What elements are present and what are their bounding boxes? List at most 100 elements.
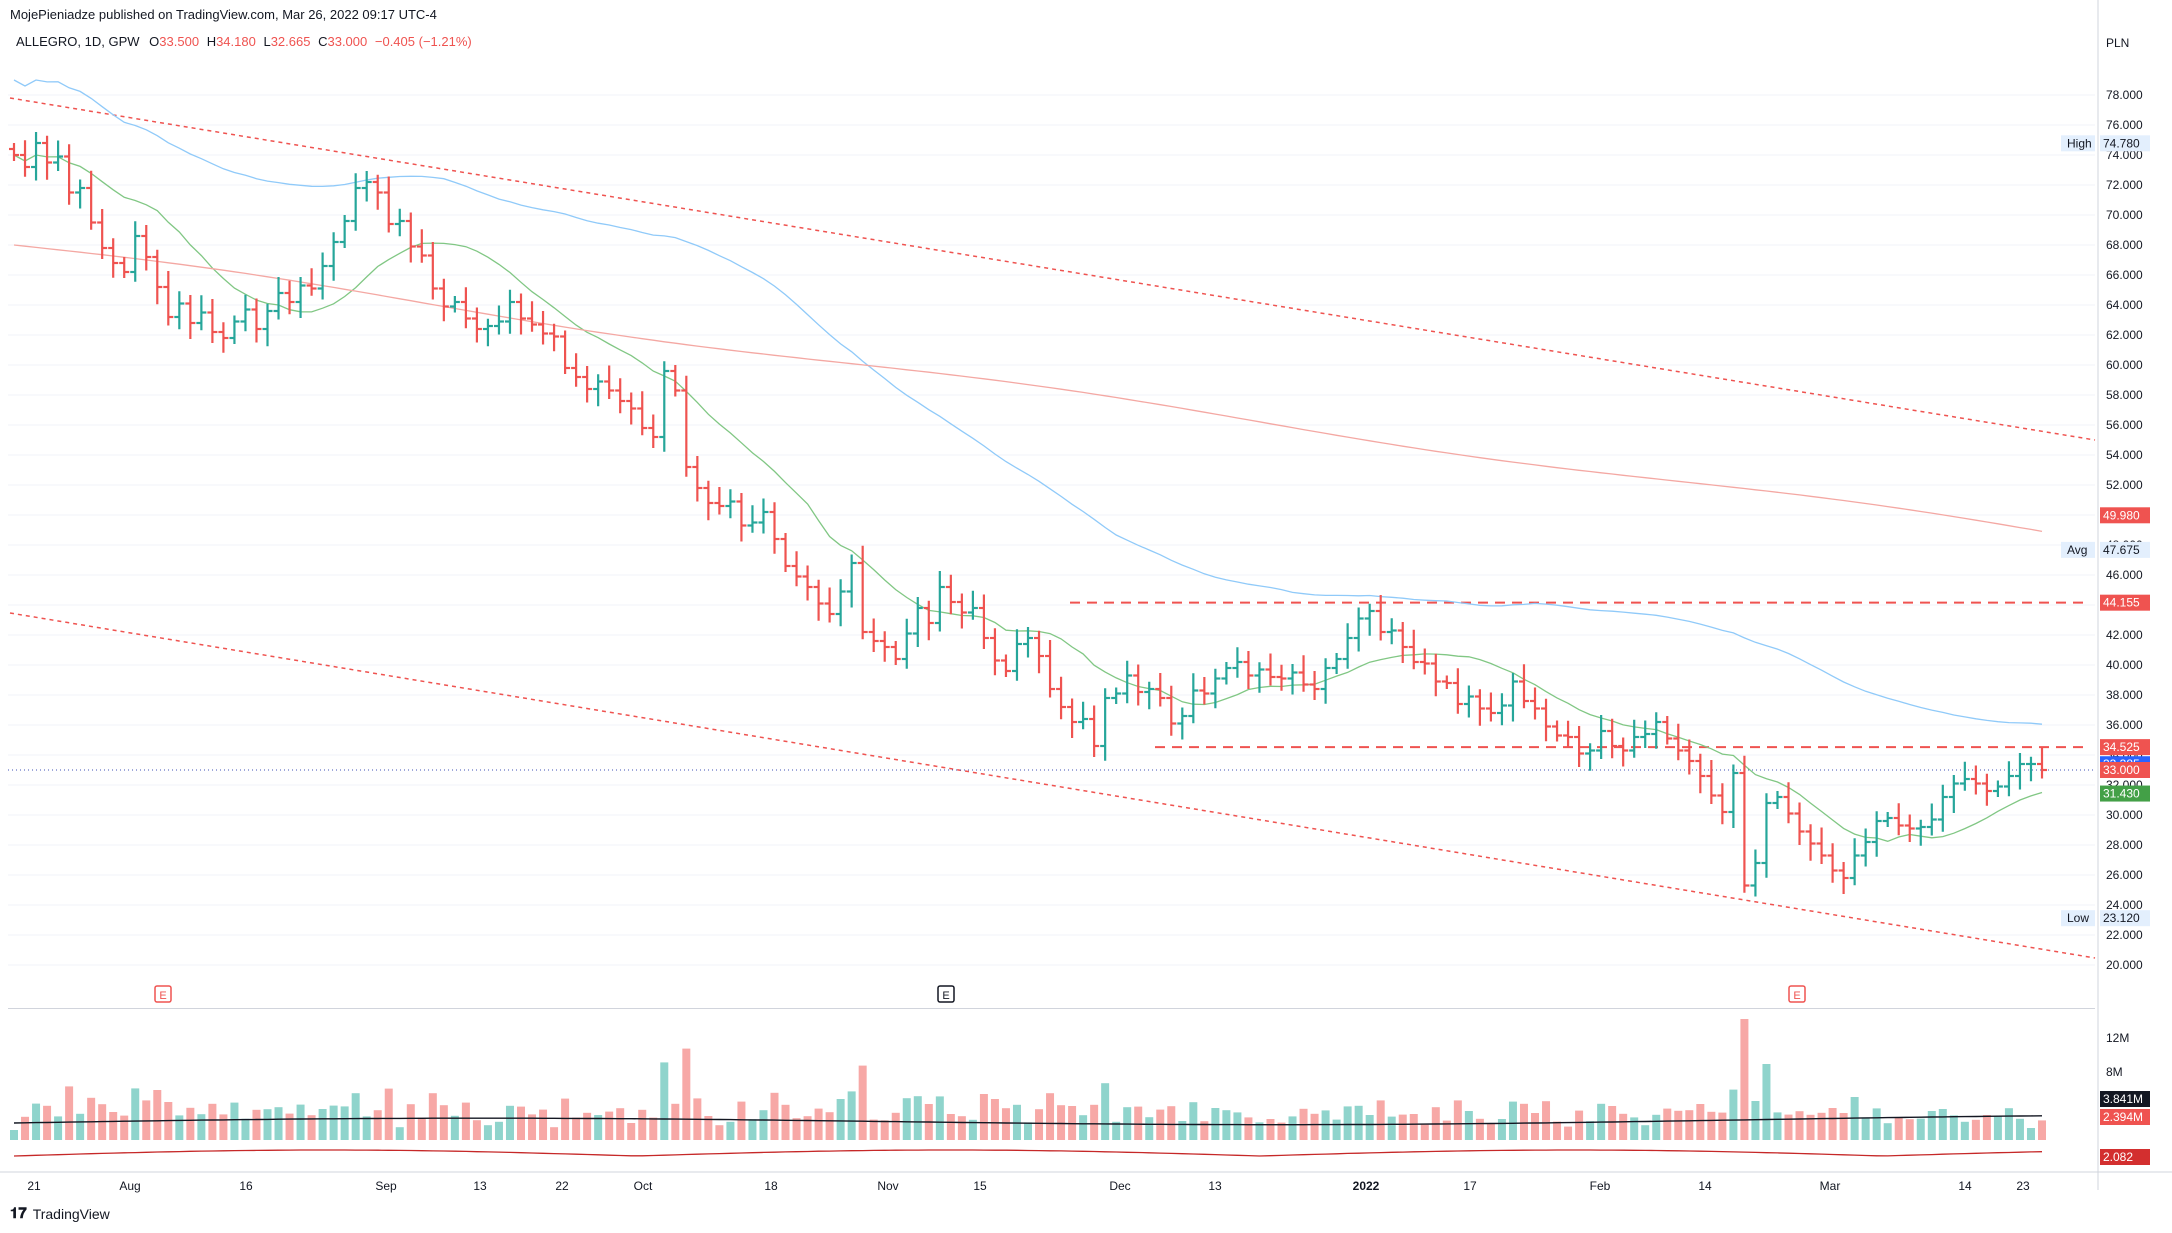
indicator-label-box	[2100, 1149, 2150, 1165]
time-axis-label: 14	[1958, 1179, 1972, 1193]
time-axis-label: 15	[973, 1179, 987, 1193]
volume-bar	[594, 1115, 603, 1140]
volume-bar	[1001, 1108, 1010, 1140]
volume-bar	[1641, 1125, 1650, 1140]
price-tag-box	[2061, 541, 2095, 558]
volume-bar	[704, 1116, 713, 1140]
volume-bar	[957, 1116, 966, 1140]
open-label: O	[149, 34, 160, 49]
volume-bar	[1442, 1120, 1451, 1140]
earnings-mark-icon	[154, 985, 172, 1003]
volume-bar	[1486, 1123, 1495, 1140]
volume-bar	[494, 1121, 503, 1140]
volume-bar	[1718, 1112, 1727, 1140]
volume-bar	[263, 1109, 272, 1140]
volume-bar	[252, 1109, 261, 1140]
volume-bar	[748, 1119, 757, 1140]
y-tick-label: 68.000	[2106, 238, 2143, 252]
y-tick-label: 30.000	[2106, 808, 2143, 822]
volume-bar	[120, 1115, 129, 1140]
volume-bar	[1564, 1126, 1573, 1140]
volume-bar	[539, 1109, 548, 1140]
volume-bar	[351, 1093, 360, 1140]
volume-bar	[1784, 1114, 1793, 1140]
volume-bar	[505, 1105, 514, 1140]
volume-bar	[1024, 1122, 1032, 1140]
volume-bar	[1993, 1115, 2002, 1140]
volume-bar	[979, 1094, 988, 1140]
volume-bar	[1817, 1112, 1826, 1140]
time-axis: 21 Aug 16 Sep 13 22 Oct 18 Nov 15 Dec 13 2022 17 Feb 14…	[0, 1171, 2172, 1193]
y-tick-label: 60.000	[2106, 358, 2143, 372]
publisher-line: MojePieniadze published on TradingView.c…	[10, 7, 437, 22]
earnings-mark-icon	[1788, 985, 1806, 1003]
time-axis-label: 22	[555, 1179, 569, 1193]
volume-bar	[1277, 1122, 1286, 1140]
volume-bar	[1134, 1106, 1143, 1140]
volume-bar	[616, 1108, 625, 1140]
time-axis-label: Mar	[1820, 1179, 1841, 1193]
volume-bar	[241, 1118, 250, 1140]
high-value: 34.180	[216, 34, 256, 49]
volume-bar	[561, 1098, 570, 1140]
volume-bar	[1674, 1110, 1683, 1140]
earnings-mark-letter: E	[1793, 990, 1800, 1002]
volume-bar	[572, 1117, 581, 1140]
volume-bar	[1608, 1106, 1617, 1140]
volume-bar	[1685, 1110, 1694, 1140]
volume-bar	[1861, 1117, 1870, 1140]
volume-bar	[1938, 1109, 1947, 1140]
time-axis-label: 21	[27, 1179, 41, 1193]
price-tag: Low	[2067, 911, 2089, 925]
volume-bar	[2026, 1128, 2035, 1140]
volume-bar	[373, 1110, 382, 1140]
time-axis-label: 16	[239, 1179, 253, 1193]
volume-bar	[1178, 1121, 1187, 1140]
volume-bar	[153, 1090, 162, 1140]
price-tag-box	[2061, 910, 2095, 927]
time-axis-label: 23	[2016, 1179, 2030, 1193]
time-axis-label: 13	[473, 1179, 487, 1193]
tradingview-logo-text: TradingView	[32, 1205, 110, 1222]
time-axis-label: 13	[1208, 1179, 1222, 1193]
price-label-box	[2100, 910, 2150, 927]
price-label: 34.525	[2103, 740, 2140, 754]
volume-bar	[968, 1119, 977, 1140]
volume-bar	[1079, 1115, 1088, 1140]
y-tick-label: 36.000	[2106, 718, 2143, 732]
volume-bar	[186, 1107, 195, 1140]
volume-bar	[1101, 1083, 1110, 1140]
time-axis-label: Sep	[375, 1179, 397, 1193]
volume-bar	[219, 1114, 228, 1140]
volume-bar	[1497, 1119, 1506, 1140]
y-tick-label: 40.000	[2106, 658, 2143, 672]
price-label-box	[2100, 762, 2150, 778]
volume-bar	[274, 1107, 283, 1140]
time-axis-label: Nov	[877, 1179, 898, 1193]
symbol-legend: ALLEGRO, 1D, GPW O33.500 H34.180 L32.665…	[16, 34, 472, 49]
price-label-box	[2100, 594, 2150, 611]
volume-bar	[1464, 1111, 1473, 1140]
volume-bar	[483, 1125, 492, 1140]
volume-bar	[1619, 1113, 1628, 1140]
volume-bar	[803, 1116, 812, 1140]
y-tick-label: 66.000	[2106, 268, 2143, 282]
price-label: 74.780	[2103, 136, 2140, 150]
volume-bar	[1751, 1101, 1760, 1140]
volume-label: 3.841M	[2103, 1092, 2143, 1106]
volume-bar	[296, 1104, 305, 1140]
volume-bar	[638, 1109, 647, 1140]
volume-bar	[583, 1112, 592, 1140]
volume-bar	[1233, 1112, 1242, 1140]
volume-bar	[913, 1096, 922, 1140]
symbol-name[interactable]: ALLEGRO, 1D, GPW	[16, 34, 140, 49]
volume-bar	[1475, 1118, 1484, 1140]
grid-lines	[8, 94, 2095, 1009]
y-tick-label: 56.000	[2106, 418, 2143, 432]
price-axis: 78.000 76.000 74.000 72.000 70.000 68.000 66.0…	[2061, 0, 2150, 1190]
ma-long-line	[13, 244, 2043, 533]
volume-bar	[76, 1113, 85, 1140]
footer: 𝟏𝟕 TradingView	[10, 1205, 110, 1222]
volume-bar	[2038, 1120, 2046, 1140]
